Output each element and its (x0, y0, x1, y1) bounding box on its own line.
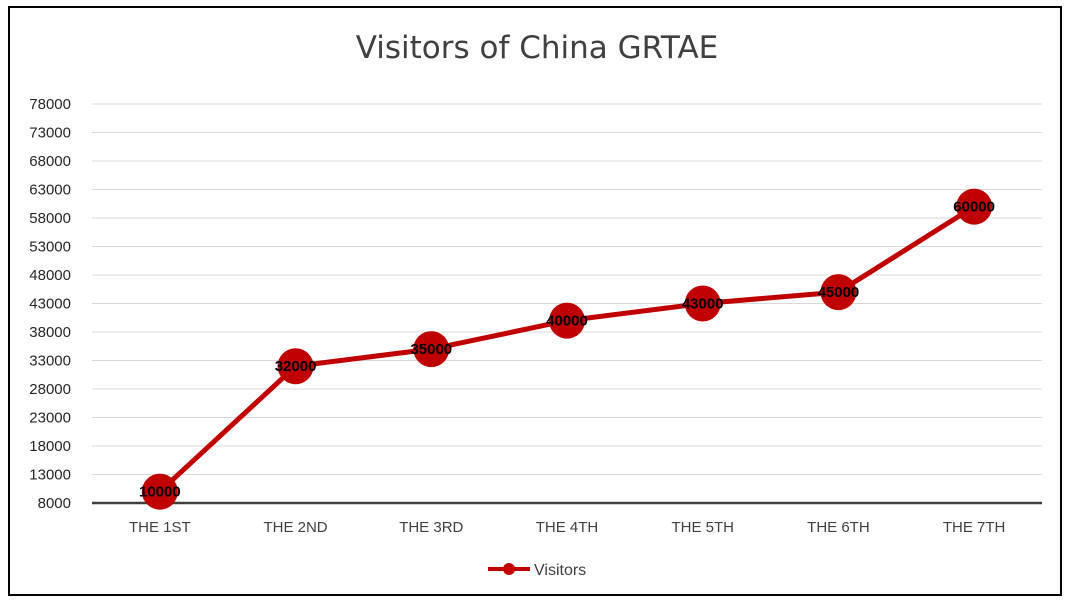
data-point (141, 473, 178, 510)
data-label: 35000 (410, 341, 452, 358)
data-point (956, 188, 993, 225)
data-point (684, 285, 721, 322)
y-tick-label: 28000 (29, 381, 71, 398)
y-axis: 8000 13000 18000 23000 28000 33000 38000 43000 4… (29, 96, 71, 512)
chart-title: Visitors of China GRTAE (356, 30, 719, 66)
y-tick-label: 23000 (29, 410, 71, 427)
legend-label-visitors: Visitors (534, 562, 586, 579)
legend: Visitors (474, 550, 604, 586)
x-tick-label: THE 7TH (943, 519, 1006, 536)
y-tick-label: 48000 (29, 267, 71, 284)
x-tick-label: THE 1ST (129, 519, 191, 536)
y-tick-label: 73000 (29, 125, 71, 142)
data-label: 10000 (139, 484, 181, 501)
data-label: 32000 (275, 358, 317, 375)
data-label: 40000 (546, 313, 588, 330)
y-tick-label: 38000 (29, 324, 71, 341)
y-tick-label: 68000 (29, 153, 71, 170)
y-tick-label: 43000 (29, 296, 71, 313)
y-tick-label: 53000 (29, 239, 71, 256)
data-point (549, 302, 585, 339)
data-label: 43000 (682, 296, 724, 313)
data-point (820, 274, 857, 311)
y-tick-label: 18000 (29, 438, 71, 455)
gridlines (92, 103, 1042, 475)
y-tick-label: 78000 (29, 96, 71, 113)
data-point (277, 348, 314, 385)
y-tick-label: 13000 (29, 467, 71, 484)
data-labels: 10000 32000 35000 40000 43000 45000 60000 (139, 199, 995, 501)
y-tick-label: 8000 (38, 495, 71, 512)
x-tick-label: THE 5TH (671, 519, 734, 536)
data-label: 60000 (953, 199, 995, 216)
series-visitors (141, 188, 993, 510)
series-line-visitors (158, 204, 976, 494)
x-tick-label: THE 4TH (536, 519, 599, 536)
x-axis: THE 1ST THE 2ND THE 3RD THE 4TH THE 5TH THE 6… (92, 501, 1042, 536)
x-tick-label: THE 6TH (807, 519, 870, 536)
y-tick-label: 33000 (29, 353, 71, 370)
data-point (413, 331, 450, 368)
x-tick-label: THE 2ND (263, 519, 327, 536)
y-tick-label: 58000 (29, 210, 71, 227)
x-tick-label: THE 3RD (399, 519, 463, 536)
legend-point-marker (503, 563, 515, 575)
y-tick-label: 63000 (29, 182, 71, 199)
data-label: 45000 (818, 284, 860, 301)
